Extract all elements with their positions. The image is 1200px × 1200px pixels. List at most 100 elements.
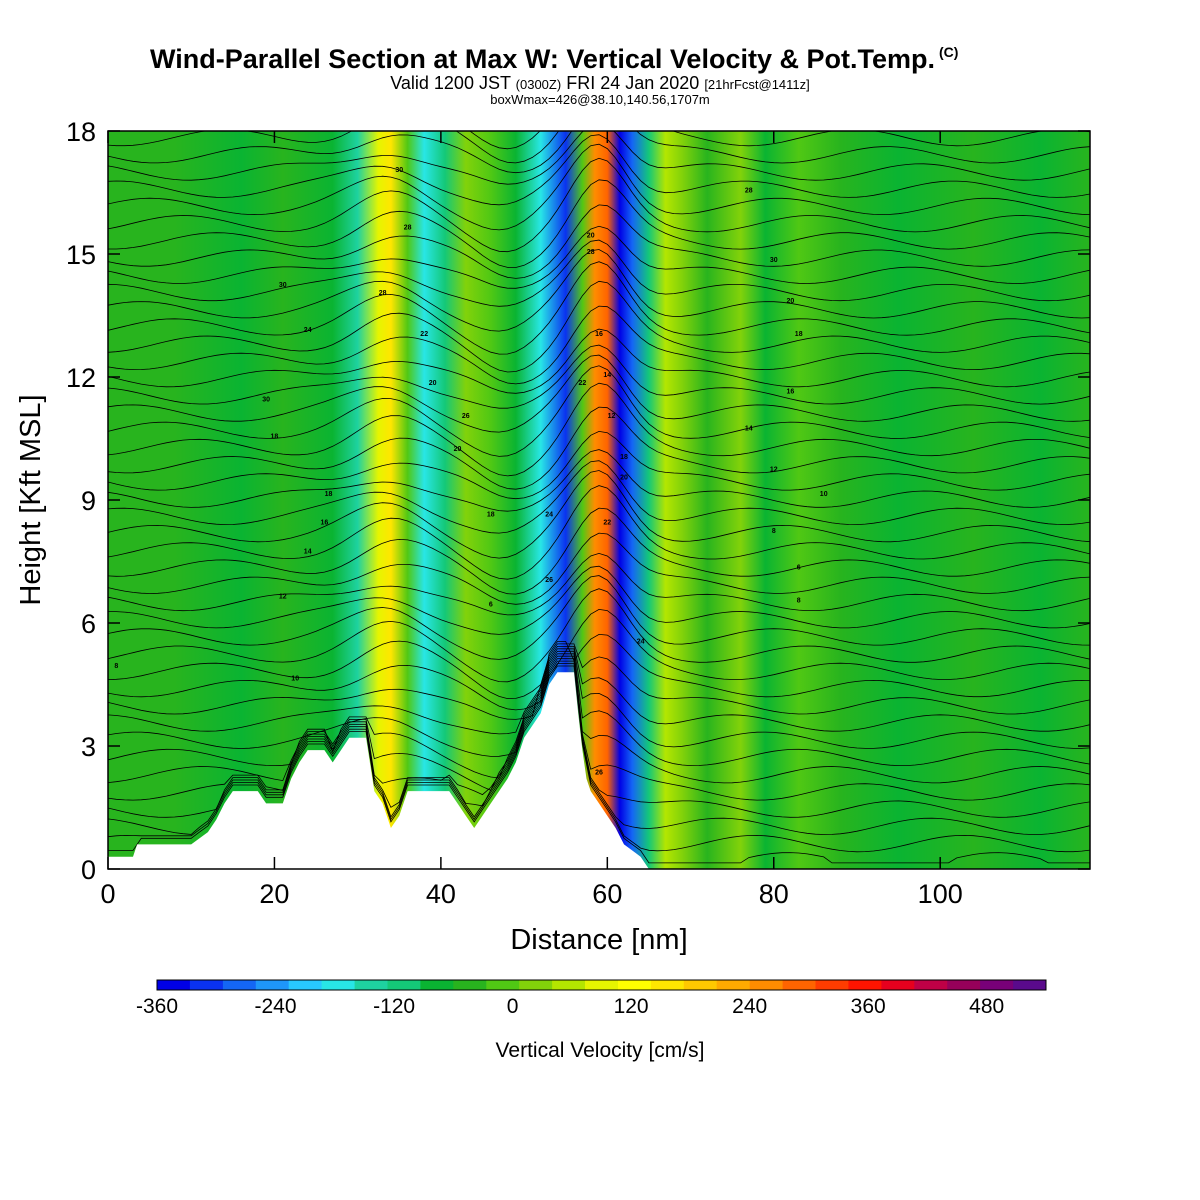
valid-utc: (0300Z) xyxy=(515,77,562,92)
colorbar-tick-label: -360 xyxy=(136,995,178,1018)
valid-date: FRI 24 Jan 2020 xyxy=(566,73,700,93)
colorbar-swatch xyxy=(881,980,915,990)
colorbar-swatch xyxy=(650,980,685,990)
y-axis: 0 3 6 9 12 15 18 xyxy=(66,117,1090,885)
contour-label: 26 xyxy=(462,413,470,420)
theta-contour xyxy=(108,663,1090,853)
colorbar-swatch xyxy=(420,980,454,990)
chart-title-text: Wind-Parallel Section at Max W: Vertical… xyxy=(150,44,935,74)
colorbar-swatch xyxy=(453,980,487,990)
contour-label: 16 xyxy=(787,388,795,395)
contour-label: 22 xyxy=(420,331,428,338)
theta-contour xyxy=(108,204,1090,279)
theta-contour xyxy=(108,134,1090,206)
colorbar-swatch xyxy=(387,980,421,990)
theta-contour xyxy=(108,179,1090,268)
colorbar-tick-label: 360 xyxy=(851,995,886,1018)
theta-contour xyxy=(108,328,1090,394)
theta-contour xyxy=(108,261,1090,355)
contour-label: 28 xyxy=(745,188,753,195)
colorbar-swatch xyxy=(683,980,718,990)
contour-label: 8 xyxy=(797,598,801,605)
theta-contour xyxy=(108,665,1090,864)
x-tick-label: 100 xyxy=(918,879,963,909)
theta-contour xyxy=(108,648,1090,757)
theta-contour xyxy=(108,552,1090,616)
contour-label: 18 xyxy=(620,454,628,461)
contour-label: 16 xyxy=(595,331,603,338)
contour-label: 6 xyxy=(489,602,493,609)
contour-label: 28 xyxy=(404,224,412,231)
x-tick-label: 80 xyxy=(759,879,789,909)
colorbar-swatch xyxy=(552,980,586,990)
contour-label: 24 xyxy=(545,511,553,518)
contour-label: 12 xyxy=(608,413,616,420)
colorbar: -360 -240 -120 0 120 240 360 480 xyxy=(136,979,1047,1018)
theta-contour xyxy=(108,470,1090,559)
theta-contour xyxy=(108,430,1090,500)
theta-contour xyxy=(108,131,1090,185)
theta-contour xyxy=(108,650,1090,779)
colorbar-swatch xyxy=(157,980,191,990)
contour-label: 24 xyxy=(637,639,645,646)
terrain-mask xyxy=(108,672,1090,869)
theta-contour xyxy=(108,588,1090,683)
colorbar-tick-label: 480 xyxy=(969,995,1004,1018)
colorbar-swatch xyxy=(782,980,816,990)
theta-contour xyxy=(108,354,1090,433)
contour-label: 30 xyxy=(395,167,403,174)
contour-label: 30 xyxy=(262,397,270,404)
copyright-mark: (C) xyxy=(938,44,959,60)
y-axis-label: Height [Kft MSL] xyxy=(15,394,47,605)
x-tick-label: 40 xyxy=(426,879,456,909)
contour-label: 18 xyxy=(271,434,279,441)
x-axis-label: Distance [nm] xyxy=(510,924,687,956)
contour-label: 12 xyxy=(279,593,287,600)
theta-contour xyxy=(108,485,1090,580)
theta-contour xyxy=(108,131,1090,174)
colorbar-tick-label: 0 xyxy=(507,995,519,1018)
theta-contour xyxy=(108,660,1090,835)
colorbar-swatch xyxy=(486,980,520,990)
theta-contour xyxy=(108,239,1090,307)
y-tick-label: 18 xyxy=(66,117,96,147)
contour-labels: 30 28 28 30 24 22 30 20 18 26 28 20 18 16 14 12 10 8 6 20 18… xyxy=(114,167,827,777)
contour-label: 6 xyxy=(797,565,801,572)
colorbar-swatch xyxy=(1013,980,1047,990)
theta-contour xyxy=(108,658,1090,818)
box-info: boxWmax=426@38.10,140.56,1707m xyxy=(490,92,710,107)
contour-label: 28 xyxy=(379,290,387,297)
theta-contour xyxy=(108,655,1090,801)
colorbar-swatch xyxy=(255,980,290,990)
theta-contour xyxy=(108,575,1090,660)
colorbar-swatch xyxy=(815,980,849,990)
colorbar-swatch xyxy=(321,980,355,990)
contour-label: 8 xyxy=(772,528,776,535)
contour-label: 26 xyxy=(595,770,603,777)
colorbar-swatch xyxy=(947,980,981,990)
theta-contour xyxy=(108,344,1090,409)
theta-contour xyxy=(108,507,1090,595)
theta-contour xyxy=(108,249,1090,332)
colorbar-tick-label: 240 xyxy=(732,995,767,1018)
contour-label: 18 xyxy=(487,511,495,518)
theta-contour xyxy=(108,633,1090,711)
contour-label: 8 xyxy=(114,663,118,670)
theta-contour xyxy=(108,305,1090,385)
x-tick-label: 0 xyxy=(100,879,115,909)
contour-label: 30 xyxy=(279,282,287,289)
theta-contour xyxy=(108,280,1090,373)
colorbar-label: Vertical Velocity [cm/s] xyxy=(496,1039,705,1062)
theta-contour xyxy=(108,449,1090,512)
y-tick-label: 3 xyxy=(81,732,96,762)
contour-label: 30 xyxy=(770,257,778,264)
theta-contour xyxy=(108,143,1090,231)
valid-prefix: Valid 1200 JST xyxy=(390,73,511,93)
theta-contour xyxy=(108,382,1090,477)
contour-label: 18 xyxy=(795,331,803,338)
contour-label: 28 xyxy=(587,249,595,256)
contour-label: 14 xyxy=(304,548,312,555)
chart-title: Wind-Parallel Section at Max W: Vertical… xyxy=(150,44,1050,75)
theta-contour xyxy=(108,532,1090,605)
